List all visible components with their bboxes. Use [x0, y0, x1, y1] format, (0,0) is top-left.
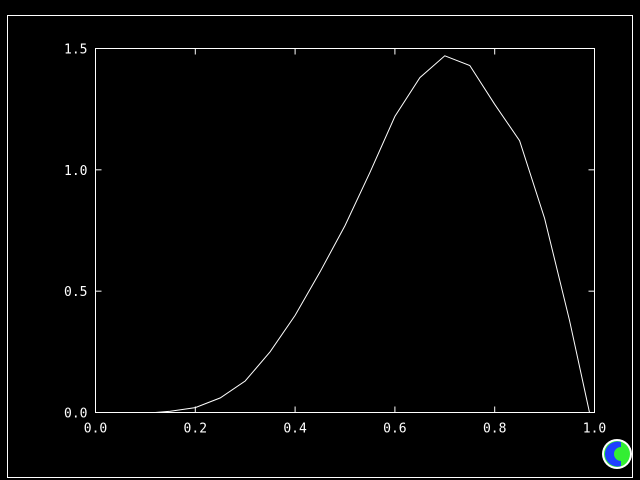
x-tick-label: 0.8	[483, 422, 506, 437]
y-tick-label: 1.0	[64, 164, 87, 179]
y-tick-label: 0.0	[64, 407, 87, 422]
x-tick-label: 0.0	[84, 422, 107, 437]
x-tick-label: 0.6	[383, 422, 406, 437]
outer-frame	[7, 15, 633, 478]
y-tick-label: 1.5	[64, 43, 87, 58]
c-logo-icon	[602, 439, 632, 469]
x-tick-label: 0.2	[184, 422, 207, 437]
x-tick-label: 0.4	[283, 422, 307, 437]
x-tick-label: 1.0	[583, 422, 606, 437]
plot-area	[95, 48, 595, 413]
data-line	[155, 55, 590, 413]
y-tick-label: 0.5	[64, 285, 87, 300]
